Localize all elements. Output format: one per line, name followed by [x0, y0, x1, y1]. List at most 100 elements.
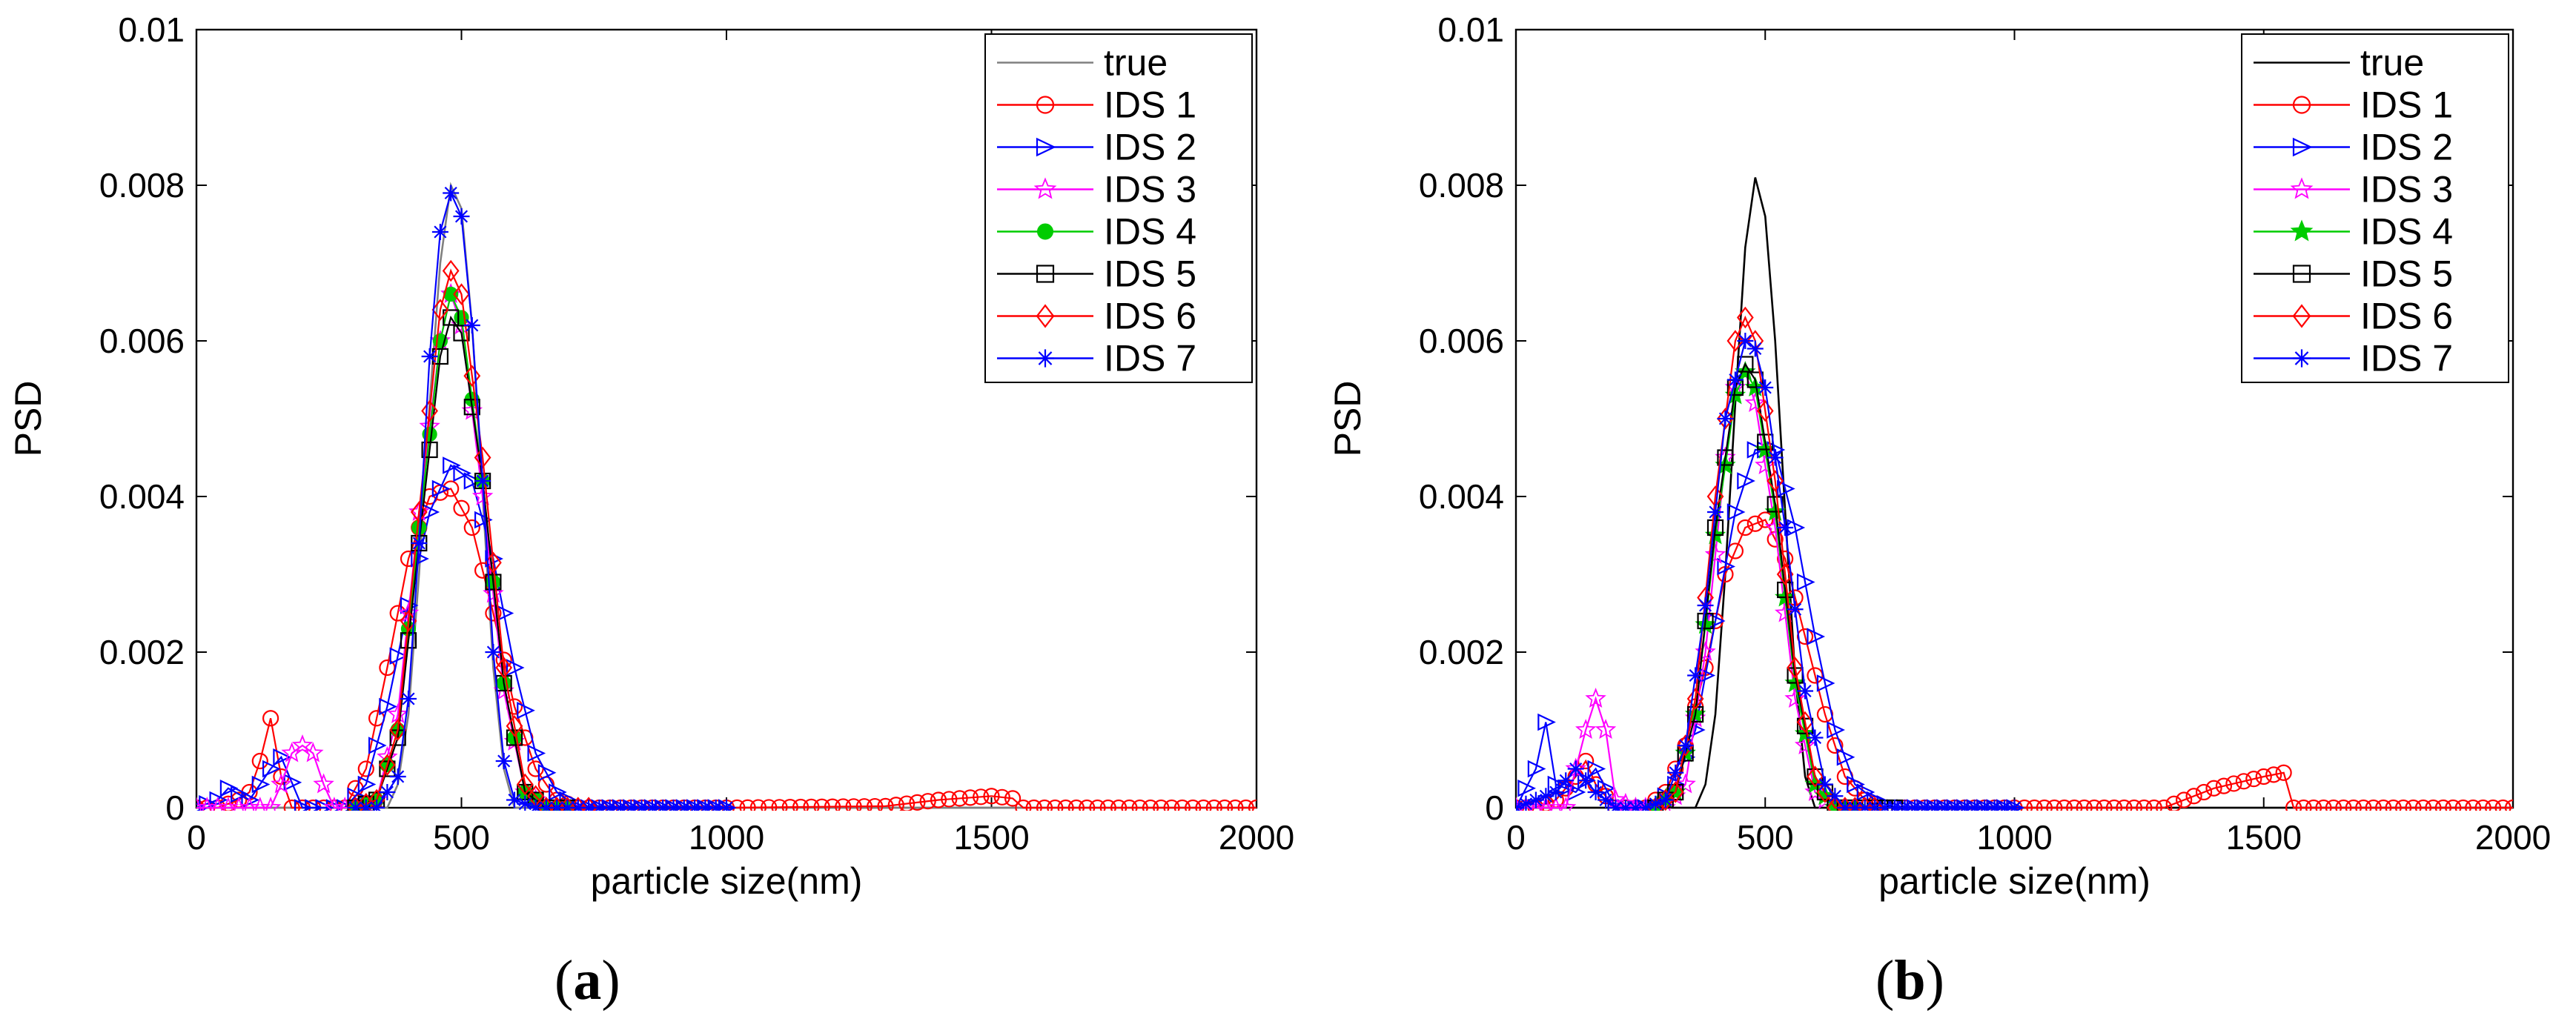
data-point-ids-7 — [1597, 791, 1615, 808]
data-point-ids-1 — [2076, 799, 2093, 811]
data-point-ids-5 — [379, 760, 396, 777]
data-point-ids-7 — [379, 784, 396, 800]
data-point-ids-1 — [2275, 764, 2292, 781]
data-point-ids-1 — [463, 519, 480, 537]
legend-label: IDS 1 — [2360, 84, 2453, 126]
data-point-ids-1 — [2445, 799, 2462, 811]
data-point-ids-2 — [549, 783, 567, 801]
data-point-ids-2 — [474, 511, 493, 529]
chart-panel-a: 0 500 1000 1500 2000 0 0.002 0.004 0.006 0.008 0.0… — [7, 10, 1294, 902]
data-point-ids-7 — [1587, 784, 1604, 800]
data-point-ids-1 — [2434, 799, 2451, 811]
data-point-ids-2 — [219, 780, 239, 797]
legend-box — [984, 33, 1253, 383]
data-point-ids-1 — [867, 797, 884, 811]
data-point-ids-1 — [2136, 799, 2153, 811]
legend-item-ids-5: IDS 5 — [2254, 253, 2453, 295]
data-point-ids-1 — [2036, 799, 2053, 811]
data-point-ids-1 — [1015, 799, 1032, 811]
legend-item-ids-7: IDS 7 — [2254, 338, 2453, 379]
data-point-ids-5 — [1687, 705, 1704, 723]
data-point-ids-1 — [1227, 799, 1244, 811]
data-point-ids-1 — [2086, 799, 2103, 811]
data-point-ids-1 — [2425, 799, 2442, 811]
data-point-ids-1 — [1142, 799, 1159, 811]
data-point-ids-2 — [262, 760, 281, 778]
data-point-ids-1 — [2385, 799, 2402, 811]
x-tick-label: 1000 — [689, 818, 764, 857]
data-point-ids-1 — [951, 790, 968, 807]
data-point-ids-1 — [1025, 799, 1042, 811]
data-point-ids-1 — [2056, 799, 2073, 811]
legend-box — [2241, 33, 2509, 383]
data-point-ids-3 — [1575, 719, 1597, 740]
data-point-ids-7 — [1767, 449, 1784, 466]
data-point-ids-6 — [421, 399, 438, 422]
data-point-ids-1 — [2345, 799, 2362, 811]
data-point-ids-3 — [1704, 543, 1726, 564]
data-point-ids-7 — [1667, 764, 1684, 781]
y-tick-label: 0.01 — [1437, 10, 1504, 49]
data-point-ids-2 — [209, 791, 228, 809]
y-axis-label: PSD — [1327, 381, 1368, 457]
data-point-ids-1 — [898, 795, 915, 811]
data-point-ids-5 — [443, 309, 460, 326]
data-point-ids-6 — [1657, 788, 1675, 811]
data-point-ids-6 — [357, 792, 375, 811]
data-point-ids-7 — [1827, 788, 1844, 805]
legend-swatch-marker — [2292, 137, 2313, 157]
data-point-ids-1 — [1067, 799, 1085, 811]
data-point-ids-6 — [580, 797, 597, 811]
data-point-ids-6 — [453, 283, 470, 305]
data-point-ids-2 — [1836, 748, 1855, 766]
data-point-ids-1 — [961, 789, 979, 806]
data-point-ids-1 — [1737, 519, 1754, 537]
data-point-ids-1 — [855, 798, 873, 811]
legend-swatch-marker — [1036, 349, 1055, 368]
data-point-ids-7 — [453, 208, 470, 225]
data-point-ids-3 — [1555, 797, 1577, 811]
data-point-ids-3 — [291, 734, 314, 755]
data-point-ids-7 — [1687, 667, 1704, 684]
data-point-ids-2 — [1807, 628, 1826, 645]
data-point-ids-1 — [1777, 550, 1794, 568]
legend-item-ids-2: IDS 2 — [997, 127, 1196, 168]
legend-item-ids-7: IDS 7 — [997, 338, 1196, 379]
data-point-ids-3 — [1775, 602, 1796, 622]
data-point-ids-1 — [2474, 799, 2491, 811]
data-point-ids-1 — [1248, 799, 1256, 811]
data-point-ids-6 — [516, 773, 534, 796]
legend-label: true — [2360, 42, 2424, 84]
data-point-ids-2 — [325, 799, 345, 811]
legend-item-ids-1: IDS 1 — [997, 84, 1196, 126]
data-point-ids-2 — [389, 647, 408, 665]
data-point-ids-3 — [281, 742, 302, 763]
data-point-ids-1 — [283, 799, 300, 811]
data-point-ids-3 — [1804, 781, 1826, 802]
data-point-ids-1 — [2096, 799, 2113, 811]
data-point-ids-1 — [2494, 799, 2512, 811]
data-point-ids-1 — [1004, 790, 1022, 807]
data-point-ids-1 — [1163, 799, 1180, 811]
legend-swatch-marker — [2290, 177, 2314, 199]
data-point-ids-6 — [1807, 765, 1824, 788]
data-point-ids-1 — [739, 799, 756, 811]
data-point-ids-1 — [262, 710, 279, 727]
data-point-ids-1 — [2315, 799, 2332, 811]
data-point-ids-6 — [1736, 306, 1754, 329]
data-point-ids-1 — [2205, 780, 2222, 797]
data-point-ids-6 — [379, 754, 396, 777]
data-point-ids-3 — [259, 797, 282, 811]
data-point-ids-2 — [1567, 783, 1586, 801]
data-point-ids-7 — [1547, 784, 1564, 800]
data-point-ids-1 — [792, 798, 809, 811]
data-point-ids-2 — [241, 791, 260, 809]
legend-swatch-marker — [2292, 349, 2311, 368]
legend-item-ids-5: IDS 5 — [997, 253, 1196, 295]
data-point-ids-1 — [453, 499, 470, 516]
data-point-ids-7 — [368, 800, 385, 811]
data-point-ids-5 — [485, 574, 502, 591]
data-point-ids-3 — [1784, 688, 1806, 708]
data-point-ids-7 — [1777, 519, 1794, 536]
